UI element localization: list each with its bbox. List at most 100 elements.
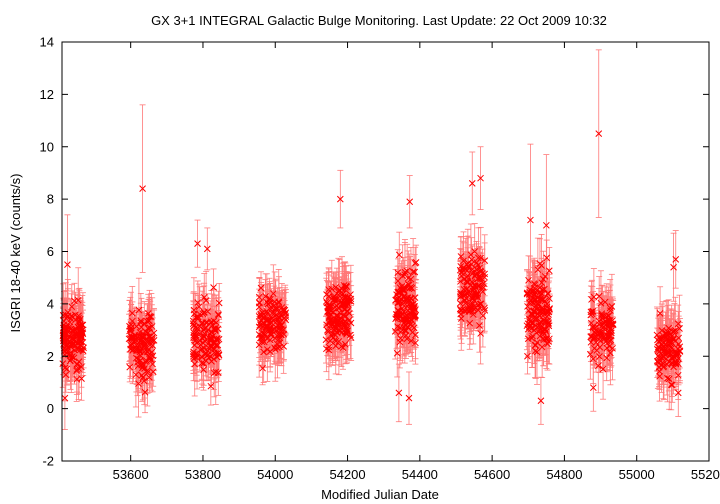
data-point <box>194 240 201 247</box>
data-point <box>476 322 483 329</box>
data-point <box>595 130 603 138</box>
data-point <box>672 349 680 357</box>
data-point <box>200 333 208 341</box>
data-point <box>267 295 274 303</box>
data-point <box>477 174 484 182</box>
data-point <box>324 327 331 334</box>
data-point <box>346 331 354 339</box>
data-point <box>605 312 613 319</box>
data-point <box>126 363 134 371</box>
data-point <box>210 284 217 291</box>
data-point <box>541 320 549 328</box>
data-point <box>528 319 536 327</box>
data-point <box>525 299 533 307</box>
data-point <box>587 338 595 346</box>
data-point <box>133 354 140 362</box>
data-point <box>138 372 146 379</box>
data-point <box>592 339 600 346</box>
data-point <box>467 302 474 309</box>
data-point <box>144 329 152 337</box>
data-point <box>139 185 146 193</box>
x-tick-label: 54800 <box>546 467 582 482</box>
data-point <box>400 316 407 323</box>
data-point <box>468 180 476 187</box>
data-point <box>533 339 541 346</box>
data-point <box>399 272 407 280</box>
data-point <box>145 317 152 324</box>
data-point <box>527 216 534 224</box>
data-point <box>146 354 154 362</box>
data-point <box>210 325 218 333</box>
data-point <box>257 334 264 342</box>
data-point <box>255 331 263 338</box>
data-point <box>193 327 201 335</box>
data-point <box>189 317 197 325</box>
data-point <box>343 307 351 315</box>
data-point <box>269 290 277 297</box>
data-point <box>73 345 81 353</box>
data-point <box>668 359 676 367</box>
data-point <box>215 335 223 343</box>
data-point <box>141 388 149 396</box>
data-point <box>59 334 67 342</box>
data-point <box>255 293 263 301</box>
data-point <box>608 327 615 334</box>
data-point <box>132 333 140 341</box>
data-point <box>668 338 676 346</box>
data-point <box>260 348 268 356</box>
data-point <box>129 317 136 325</box>
data-point <box>540 330 548 338</box>
data-point <box>149 360 156 368</box>
data-point <box>148 336 156 344</box>
data-point <box>542 221 550 229</box>
data-point <box>586 350 594 358</box>
data-point <box>594 362 602 370</box>
x-tick-label: 54400 <box>402 467 438 482</box>
data-point <box>73 361 81 368</box>
data-point <box>345 301 352 308</box>
data-point <box>537 397 545 405</box>
data-point <box>598 331 605 339</box>
data-point <box>347 334 355 341</box>
data-point <box>78 329 86 337</box>
data-point <box>69 334 77 342</box>
data-point <box>471 248 479 255</box>
data-point <box>78 363 85 371</box>
x-tick-label: 53800 <box>185 467 221 482</box>
data-point <box>332 342 340 350</box>
data-point <box>126 322 133 330</box>
data-point <box>546 295 553 302</box>
data-point <box>278 304 286 311</box>
data-point <box>132 371 140 379</box>
data-point <box>402 332 410 339</box>
data-point <box>526 315 533 323</box>
data-point <box>192 329 200 337</box>
data-points <box>59 130 684 405</box>
data-point <box>457 310 465 318</box>
data-point <box>195 303 203 311</box>
axis-ticks <box>62 41 710 462</box>
data-point <box>672 337 679 345</box>
data-point <box>400 283 408 291</box>
data-point <box>543 307 550 314</box>
data-point <box>476 267 484 275</box>
data-point <box>405 394 413 402</box>
data-point <box>665 375 673 383</box>
y-tick-label: 10 <box>40 139 54 154</box>
data-point <box>541 273 549 280</box>
data-point <box>63 349 70 357</box>
data-point <box>329 308 337 316</box>
data-point <box>523 322 531 330</box>
data-point <box>672 350 680 358</box>
data-point <box>481 273 488 281</box>
y-tick-label: 8 <box>47 192 54 207</box>
data-point <box>255 341 263 349</box>
data-point <box>601 298 609 306</box>
data-point <box>526 288 533 296</box>
data-point <box>475 301 482 309</box>
data-point <box>538 289 545 297</box>
data-point <box>127 327 135 335</box>
data-point <box>542 317 550 325</box>
data-point <box>190 334 198 341</box>
data-point <box>457 263 465 270</box>
